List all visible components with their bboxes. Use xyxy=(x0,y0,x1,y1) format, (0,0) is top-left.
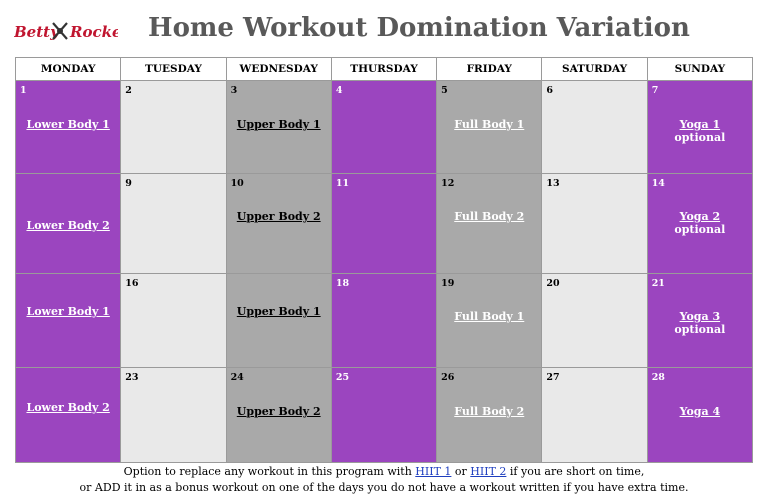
day-number: 18 xyxy=(335,278,350,289)
optional-label: optional xyxy=(674,131,726,144)
calendar-cell: 23 xyxy=(120,367,227,463)
calendar-header-row: MONDAY TUESDAY WEDNESDAY THURSDAY FRIDAY… xyxy=(14,57,754,81)
calendar-cell: 21 Yoga 3 optional xyxy=(646,273,754,368)
logo-text-right: Rocker xyxy=(69,23,118,41)
workout-link[interactable]: Yoga 2 xyxy=(679,210,721,223)
calendar-cell: 28 Yoga 4 xyxy=(646,367,754,463)
calendar-week-row: Lower Body 2 9 10 Upper Body 2 11 12 Ful… xyxy=(14,173,754,274)
day-number: 21 xyxy=(651,278,665,289)
day-header-thursday: THURSDAY xyxy=(330,57,438,81)
day-number: 24 xyxy=(230,372,244,383)
calendar-cell: 27 xyxy=(541,367,648,463)
calendar-cell: 10 Upper Body 2 xyxy=(225,173,332,274)
day-number: 9 xyxy=(125,178,132,189)
day-number: 5 xyxy=(441,85,448,96)
day-number: 16 xyxy=(125,278,139,289)
calendar-week-row: Lower Body 1 16 Upper Body 1 18 19 Full … xyxy=(14,273,754,368)
day-number: 28 xyxy=(651,372,665,383)
calendar-cell: 24 Upper Body 2 xyxy=(225,367,332,463)
page-title: Home Workout Domination Variation xyxy=(148,13,690,43)
day-number: 14 xyxy=(651,178,665,189)
workout-link[interactable]: Lower Body 1 xyxy=(26,118,110,131)
calendar-cell: Lower Body 1 xyxy=(14,273,122,368)
calendar-cell: 1 Lower Body 1 xyxy=(14,80,122,174)
day-number: 4 xyxy=(335,85,343,96)
day-header-sunday: SUNDAY xyxy=(646,57,754,81)
calendar-cell: 6 xyxy=(541,80,648,174)
calendar-cell: 7 Yoga 1 optional xyxy=(646,80,754,174)
betty-rocker-logo: Betty Rocker xyxy=(14,22,118,41)
hiit-1-link[interactable]: HIIT 1 xyxy=(415,465,452,478)
calendar-cell: 25 xyxy=(330,367,438,463)
footer-line-1: Option to replace any workout in this pr… xyxy=(0,464,768,480)
workout-link[interactable]: Upper Body 1 xyxy=(236,118,321,131)
footer-note: Option to replace any workout in this pr… xyxy=(0,464,768,496)
calendar-cell: 5 Full Body 1 xyxy=(436,80,543,174)
day-number: 10 xyxy=(230,178,244,189)
calendar-cell: 12 Full Body 2 xyxy=(436,173,543,274)
day-number: 11 xyxy=(335,178,350,189)
workout-link[interactable]: Full Body 1 xyxy=(454,310,525,323)
workout-link[interactable]: Lower Body 2 xyxy=(26,219,110,232)
calendar-cell: 19 Full Body 1 xyxy=(436,273,543,368)
day-number: 1 xyxy=(20,85,27,96)
day-number: 19 xyxy=(441,278,455,289)
workout-link[interactable]: Lower Body 2 xyxy=(26,401,110,414)
workout-link[interactable]: Yoga 4 xyxy=(679,405,721,418)
footer-text: or xyxy=(451,465,471,478)
day-number: 25 xyxy=(335,372,350,383)
day-header-tuesday: TUESDAY xyxy=(120,57,227,81)
optional-label: optional xyxy=(674,323,726,336)
calendar-cell: Lower Body 2 xyxy=(14,367,122,463)
calendar-cell: 26 Full Body 2 xyxy=(436,367,543,463)
day-number: 27 xyxy=(546,372,560,383)
day-number: 23 xyxy=(125,372,139,383)
hiit-2-link[interactable]: HIIT 2 xyxy=(470,465,507,478)
workout-link[interactable]: Yoga 3 xyxy=(679,310,721,323)
workout-link[interactable]: Full Body 2 xyxy=(454,405,525,418)
workout-link[interactable]: Upper Body 2 xyxy=(236,210,321,223)
day-number: 20 xyxy=(546,278,560,289)
footer-line-2: or ADD it in as a bonus workout on one o… xyxy=(79,481,689,494)
calendar-cell: Upper Body 1 xyxy=(225,273,332,368)
workout-link[interactable]: Lower Body 1 xyxy=(26,305,110,318)
calendar-cell: 4 xyxy=(330,80,438,174)
optional-label: optional xyxy=(674,223,726,236)
calendar-cell: Lower Body 2 xyxy=(14,173,122,274)
day-number: 2 xyxy=(125,85,132,96)
workout-link[interactable]: Full Body 1 xyxy=(454,118,525,131)
logo-text-left: Betty xyxy=(14,23,60,41)
day-number: 26 xyxy=(441,372,455,383)
calendar-cell: 16 xyxy=(120,273,227,368)
workout-calendar: MONDAY TUESDAY WEDNESDAY THURSDAY FRIDAY… xyxy=(14,57,754,463)
calendar-week-row: Lower Body 2 23 24 Upper Body 2 25 26 Fu… xyxy=(14,367,754,463)
calendar-cell: 14 Yoga 2 optional xyxy=(646,173,754,274)
day-number: 7 xyxy=(651,85,659,96)
footer-text: if you are short on time, xyxy=(506,465,645,478)
calendar-cell: 13 xyxy=(541,173,648,274)
calendar-cell: 20 xyxy=(541,273,648,368)
day-header-monday: MONDAY xyxy=(14,57,122,81)
day-number: 3 xyxy=(230,85,238,96)
day-header-wednesday: WEDNESDAY xyxy=(225,57,332,81)
workout-link[interactable]: Full Body 2 xyxy=(454,210,525,223)
calendar-cell: 11 xyxy=(330,173,438,274)
calendar-cell: 3 Upper Body 1 xyxy=(225,80,332,174)
day-header-friday: FRIDAY xyxy=(436,57,543,81)
calendar-cell: 2 xyxy=(120,80,227,174)
crossed-oars-icon xyxy=(52,22,68,40)
day-number: 12 xyxy=(441,178,455,189)
footer-text: Option to replace any workout in this pr… xyxy=(123,465,416,478)
day-number: 6 xyxy=(546,85,554,96)
workout-link[interactable]: Upper Body 2 xyxy=(236,405,321,418)
day-number: 13 xyxy=(546,178,560,189)
calendar-cell: 18 xyxy=(330,273,438,368)
workout-link[interactable]: Upper Body 1 xyxy=(236,305,321,318)
day-header-saturday: SATURDAY xyxy=(541,57,648,81)
calendar-cell: 9 xyxy=(120,173,227,274)
calendar-week-row: 1 Lower Body 1 2 3 Upper Body 1 4 5 Full… xyxy=(14,80,754,174)
workout-link[interactable]: Yoga 1 xyxy=(679,118,721,131)
